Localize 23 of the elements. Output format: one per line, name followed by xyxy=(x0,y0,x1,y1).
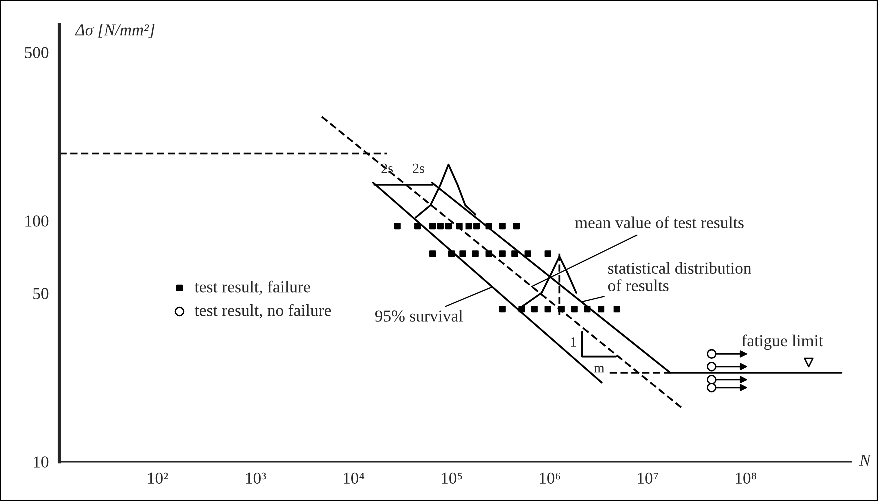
x-tick-label: 10⁸ xyxy=(736,472,756,484)
x-tick-label: 10⁵ xyxy=(442,472,462,484)
y-tick-label: 500 xyxy=(25,47,49,58)
annotation: 2s xyxy=(413,164,424,174)
annotation: 2s xyxy=(382,164,394,174)
y-axis-title: Δσ [N/mm²] xyxy=(74,24,155,38)
y-tick-label: 50 xyxy=(34,288,49,300)
legend-label: test result, no failure xyxy=(194,304,332,319)
legend-label: test result, failure xyxy=(194,280,310,296)
x-tick-label: 10² xyxy=(148,472,168,484)
x-tick-label: 10⁶ xyxy=(540,472,560,484)
x-tick-label: 10⁴ xyxy=(344,472,365,484)
annotation: fatigue limit xyxy=(742,334,824,350)
x-axis-title: N xyxy=(859,455,872,466)
annotation: m xyxy=(594,366,605,373)
y-tick-label: 10 xyxy=(34,456,49,468)
annotation: statistical distribution of results xyxy=(608,262,752,292)
x-tick-label: 10³ xyxy=(246,472,266,484)
y-tick-label: 100 xyxy=(26,216,49,227)
annotation: 95% survival xyxy=(375,310,463,322)
annotation: 1 xyxy=(571,338,576,347)
x-tick-label: 10⁷ xyxy=(638,472,658,484)
annotation: mean value of test results xyxy=(575,216,744,228)
